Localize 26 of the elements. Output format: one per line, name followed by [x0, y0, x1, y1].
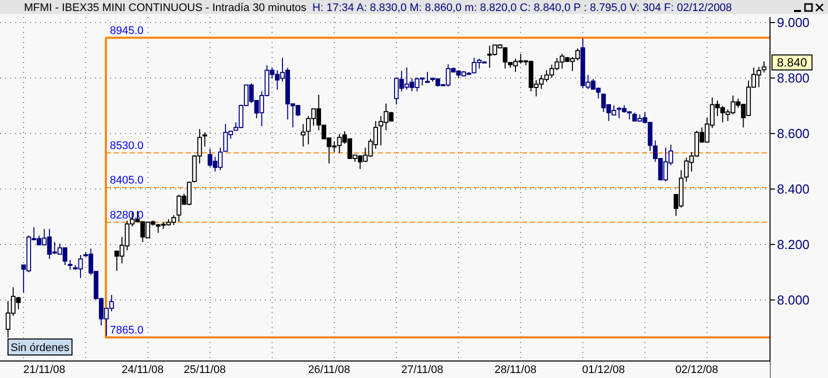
ref-line-label: 8405.0 — [110, 174, 144, 187]
y-tick-label: 9.000 — [777, 15, 810, 30]
candlestick — [762, 60, 766, 73]
candlestick — [68, 260, 72, 270]
y-tick-label: 8.200 — [777, 237, 810, 252]
x-tick-label: 28/11/08 — [494, 364, 536, 376]
x-tick-label: 01/12/08 — [582, 364, 625, 376]
x-tick-label: 25/11/08 — [184, 364, 226, 376]
y-tick-label: 8.600 — [777, 126, 810, 142]
x-tick-label: 24/11/08 — [122, 364, 164, 376]
chart-title: MFMI - IBEX35 MINI CONTINUOUS - Intradía 30 minutos — [24, 2, 307, 14]
chart-subtitle: H: 17:34 A: 8.830,0 M: 8.860,0 m: 8.820,0 C: 8.840,0 P : 8.795,0 V: 304 F: 02/12/2008 — [312, 2, 732, 14]
y-tick-label: 8.800 — [777, 70, 810, 86]
x-tick-label: 21/11/08 — [23, 364, 66, 376]
ref-line-label: 8945.0 — [110, 24, 144, 37]
y-tick-label: 8.000 — [777, 292, 810, 308]
text: 8.840 — [776, 56, 808, 70]
x-tick-label: 02/12/08 — [675, 364, 718, 376]
candlestick — [425, 71, 430, 83]
x-tick-label: 27/11/08 — [401, 364, 444, 376]
annotation: Sin órdenes — [10, 342, 70, 354]
y-tick-label: 8.400 — [777, 182, 810, 197]
ref-line-label: 7865.0 — [110, 324, 144, 336]
x-tick-label: 26/11/08 — [308, 364, 350, 376]
candlestick — [202, 132, 208, 148]
ref-line-label: 8530.0 — [110, 140, 144, 152]
